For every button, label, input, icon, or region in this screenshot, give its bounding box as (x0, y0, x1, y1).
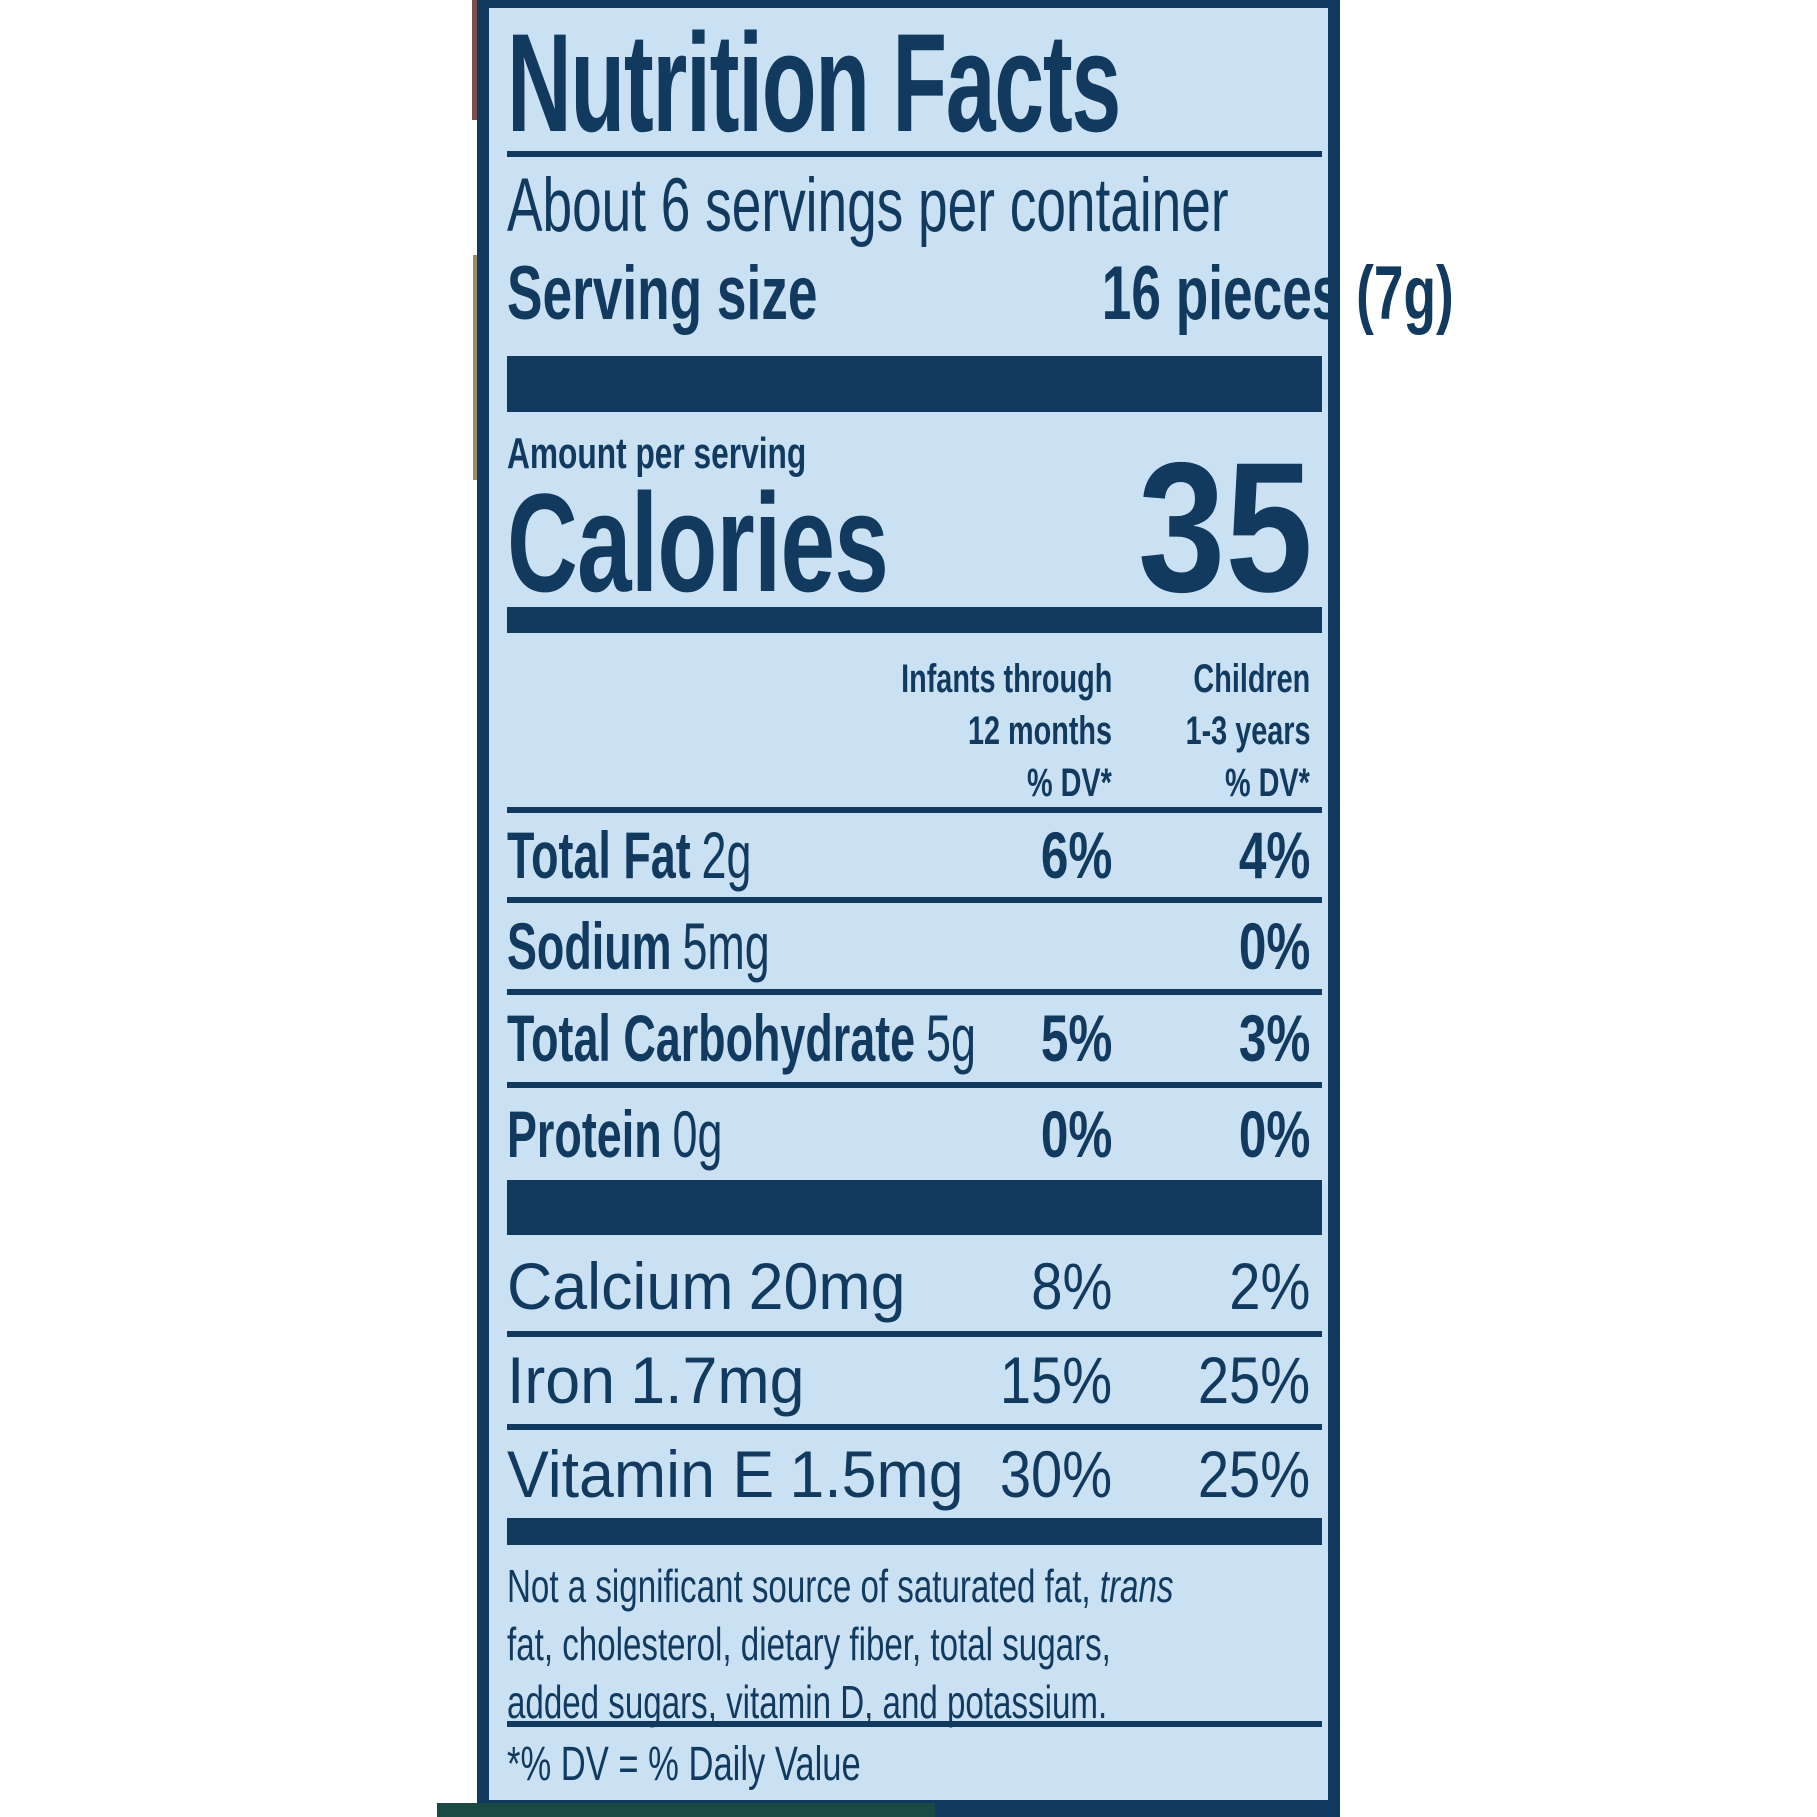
thick-separator-bar-top (507, 356, 1322, 412)
column-header-infants: Infants through 12 months % DV* (900, 657, 1112, 805)
divider-above-dv-note (507, 1721, 1322, 1727)
nutrient-row-sodium: Sodium 5mg 0% (507, 909, 1310, 983)
nutrition-facts-label: Nutrition Facts About 6 servings per con… (477, 0, 1453, 1817)
servings-per-container: About 6 servings per container (507, 163, 1229, 248)
divider (507, 1082, 1322, 1088)
mineral-row-calcium: Calcium 20mg 8% 2% (507, 1249, 1310, 1323)
dv-column-headers: Infants through 12 months % DV* Children… (489, 653, 1328, 809)
nutrient-row-protein: Protein 0g 0% 0% (507, 1097, 1310, 1171)
trans-italic: trans (1099, 1560, 1174, 1612)
photo-artifact-left (473, 255, 477, 480)
thick-separator-bar-middle (507, 1180, 1322, 1235)
serving-size-row: Serving size 16 pieces (7g) (507, 251, 1453, 337)
mineral-row-vitamin-e: Vitamin E 1.5mg 30% 25% (507, 1437, 1310, 1511)
amount-per-serving: Amount per serving (507, 429, 807, 478)
label-title-text: Nutrition Facts (507, 4, 1121, 161)
nutrient-row-total-carbohydrate: Total Carbohydrate 5g 5% 3% (507, 1001, 1310, 1075)
medium-separator-bar-calories (507, 607, 1322, 633)
serving-size-label: Serving size (507, 251, 818, 336)
serving-size-value: 16 pieces (7g) (1101, 251, 1454, 336)
footnote: Not a significant source of saturated fa… (507, 1560, 1174, 1728)
photo-artifact-bottom (437, 1803, 935, 1817)
photo-artifact-top-left (472, 0, 477, 120)
label-title: Nutrition Facts (507, 4, 1465, 161)
divider (507, 897, 1322, 903)
divider (507, 1331, 1322, 1337)
medium-separator-bar-bottom (507, 1518, 1322, 1545)
divider-under-title (507, 151, 1322, 157)
divider (507, 989, 1322, 995)
calories-label: Calories (507, 464, 889, 621)
nutrient-row-total-fat: Total Fat 2g 6% 4% (507, 818, 1310, 892)
daily-value-note: *% DV = % Daily Value (507, 1738, 861, 1791)
column-header-children: Children 1-3 years % DV* (1185, 657, 1310, 805)
calories-value: 35 (1138, 425, 1313, 631)
divider (507, 1424, 1322, 1430)
mineral-row-iron: Iron 1.7mg 15% 25% (507, 1343, 1310, 1417)
divider (507, 807, 1322, 813)
